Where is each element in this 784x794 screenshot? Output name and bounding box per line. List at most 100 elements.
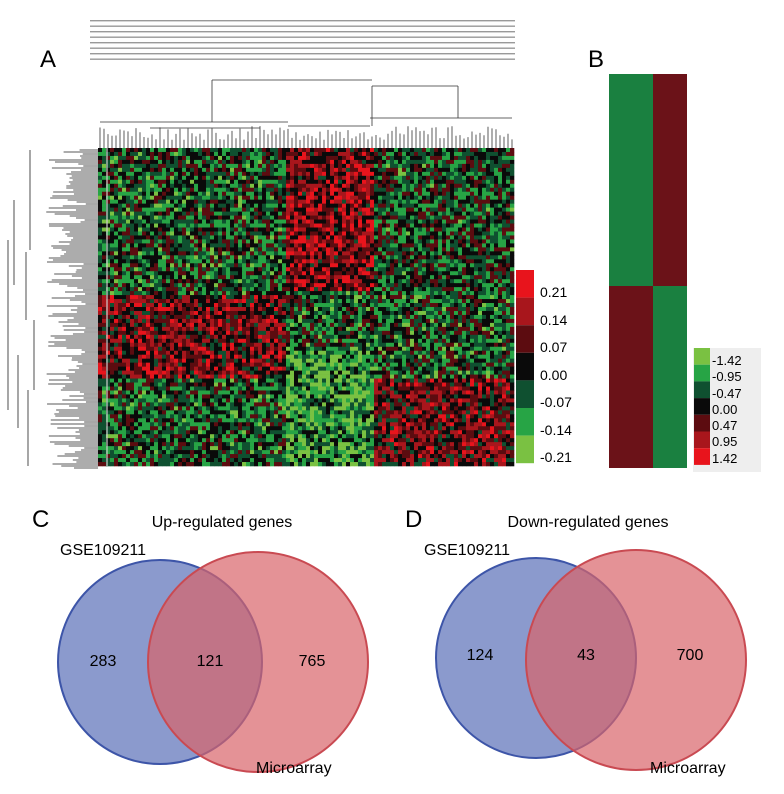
heatmap-a-cell — [302, 251, 307, 256]
heatmap-a-cell — [334, 263, 339, 268]
heatmap-a-cell — [318, 231, 323, 236]
heatmap-a-cell — [478, 148, 483, 153]
heatmap-a-cell — [462, 191, 467, 196]
heatmap-a-cell — [306, 295, 311, 300]
heatmap-a-cell — [482, 219, 487, 224]
heatmap-a-cell — [214, 303, 219, 308]
heatmap-a-cell — [494, 239, 499, 244]
heatmap-a-cell — [454, 227, 459, 232]
heatmap-a-cell — [378, 211, 383, 216]
heatmap-a-cell — [278, 179, 283, 185]
heatmap-a-cell — [486, 191, 491, 196]
heatmap-a-cell — [334, 215, 339, 220]
heatmap-a-cell — [402, 235, 407, 240]
heatmap-a-cell — [346, 267, 351, 272]
heatmap-a-cell — [410, 247, 415, 252]
heatmap-a-cell — [126, 215, 131, 220]
heatmap-a-cell — [466, 303, 471, 308]
heatmap-a-cell — [126, 175, 131, 181]
heatmap-a-cell — [418, 219, 423, 224]
heatmap-a-cell — [510, 322, 515, 328]
heatmap-a-cell — [446, 255, 451, 260]
heatmap-a-cell — [370, 223, 375, 228]
heatmap-a-cell — [178, 191, 183, 196]
heatmap-a-cell — [146, 191, 151, 196]
heatmap-a-cell — [470, 287, 475, 292]
heatmap-a-cell — [134, 259, 139, 264]
heatmap-a-cell — [330, 171, 335, 177]
heatmap-a-cell — [382, 171, 387, 177]
heatmap-a-cell — [318, 239, 323, 244]
heatmap-a-cell — [150, 203, 155, 208]
heatmap-a-cell — [370, 299, 375, 304]
heatmap-a-cell — [330, 318, 335, 324]
heatmap-a-cell — [494, 183, 499, 189]
heatmap-a-cell — [318, 167, 323, 173]
heatmap-a-cell — [198, 259, 203, 264]
heatmap-a-cell — [278, 239, 283, 244]
heatmap-a-cell — [322, 203, 327, 208]
heatmap-a-cell — [510, 159, 515, 165]
heatmap-a-cell — [482, 175, 487, 181]
heatmap-a-cell — [506, 318, 511, 324]
heatmap-a-cell — [394, 167, 399, 173]
heatmap-a-cell — [130, 271, 135, 276]
heatmap-a-cell — [118, 207, 123, 212]
heatmap-a-cell — [450, 267, 455, 272]
heatmap-a-cell — [498, 167, 503, 173]
heatmap-a-cell — [350, 219, 355, 224]
heatmap-a-cell — [466, 322, 471, 328]
heatmap-a-cell — [218, 275, 223, 280]
heatmap-a-cell — [498, 211, 503, 216]
heatmap-a-cell — [154, 227, 159, 232]
heatmap-a-cell — [218, 303, 223, 308]
heatmap-a-cell — [174, 215, 179, 220]
heatmap-a-cell — [114, 163, 119, 169]
heatmap-a-cell — [454, 223, 459, 228]
heatmap-a-cell — [242, 310, 247, 316]
heatmap-a-cell — [274, 148, 279, 153]
heatmap-a-cell — [186, 175, 191, 181]
heatmap-a-cell — [262, 191, 267, 196]
heatmap-a-cell — [266, 151, 271, 157]
heatmap-a-cell — [206, 223, 211, 228]
heatmap-a-cell — [406, 307, 411, 312]
heatmap-a-cell — [358, 259, 363, 264]
heatmap-a-cell — [218, 171, 223, 177]
heatmap-a-cell — [498, 183, 503, 189]
heatmap-a-cell — [154, 318, 159, 324]
heatmap-a-cell — [306, 175, 311, 181]
heatmap-a-cell — [350, 148, 355, 153]
heatmap-a-cell — [418, 251, 423, 256]
heatmap-a-cell — [394, 275, 399, 280]
heatmap-a-cell — [174, 211, 179, 216]
heatmap-a-cell — [222, 203, 227, 208]
heatmap-a-cell — [238, 310, 243, 316]
heatmap-a-cell — [158, 287, 163, 292]
heatmap-a-cell — [314, 175, 319, 181]
heatmap-a-cell — [286, 235, 291, 240]
heatmap-a-cell — [290, 275, 295, 280]
heatmap-a-cell — [194, 303, 199, 308]
heatmap-a-cell — [98, 299, 103, 304]
heatmap-a-cell — [294, 207, 299, 212]
heatmap-a-cell — [174, 231, 179, 236]
heatmap-a-cell — [178, 239, 183, 244]
heatmap-a-cell — [478, 318, 483, 324]
heatmap-a-cell — [390, 243, 395, 248]
heatmap-a-cell — [254, 175, 259, 181]
heatmap-a-cell — [414, 148, 419, 153]
heatmap-a-cell — [454, 199, 459, 204]
heatmap-a-cell — [130, 318, 135, 324]
heatmap-a-cell — [426, 207, 431, 212]
heatmap-a-cell — [198, 267, 203, 272]
heatmap-a-cell — [262, 203, 267, 208]
heatmap-a-cell — [402, 175, 407, 181]
heatmap-a-cell — [298, 155, 303, 161]
heatmap-a-cell — [118, 151, 123, 157]
heatmap-a-cell — [138, 155, 143, 161]
heatmap-a-cell — [178, 167, 183, 173]
heatmap-a-cell — [334, 243, 339, 248]
heatmap-a-cell — [318, 275, 323, 280]
heatmap-a-cell — [290, 243, 295, 248]
